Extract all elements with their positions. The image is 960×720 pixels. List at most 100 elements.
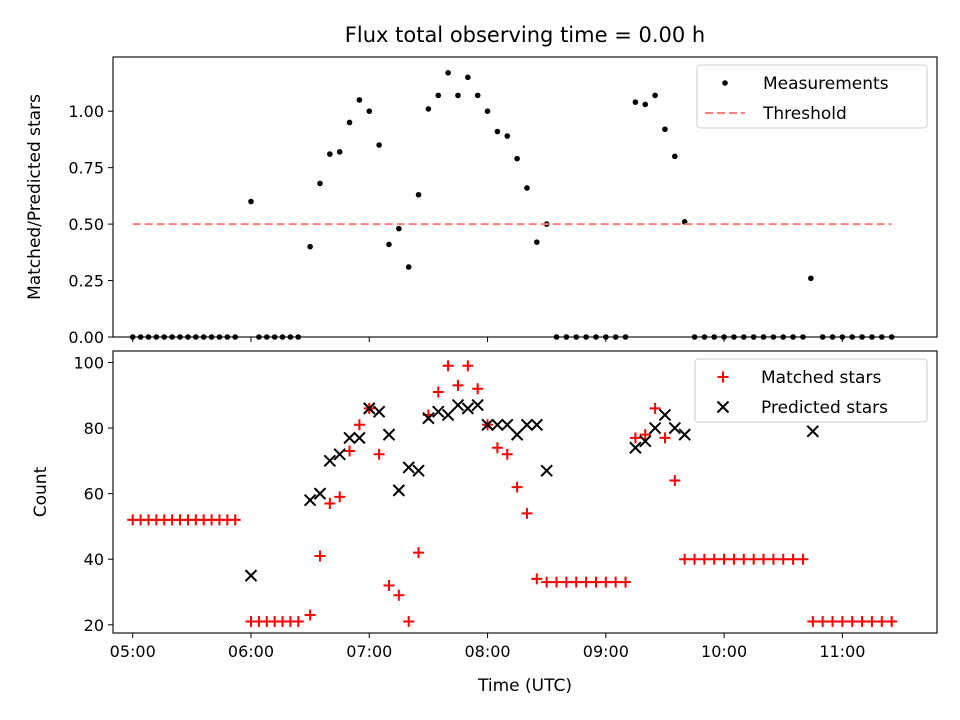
measurement-point — [711, 334, 718, 340]
measurement-point — [153, 334, 160, 340]
measurement-point — [583, 334, 589, 340]
measurement-point — [161, 334, 168, 340]
measurement-point — [256, 334, 262, 340]
measurement-point — [455, 92, 461, 99]
measurement-point — [879, 334, 885, 340]
measurement-point — [563, 334, 570, 340]
measurement-point — [524, 185, 530, 191]
measurement-point — [137, 334, 144, 340]
matched-star-point — [639, 429, 651, 441]
measurement-point — [859, 334, 865, 340]
predicted-star-point — [432, 405, 445, 418]
measurement-point — [435, 92, 442, 99]
matched-star-point — [334, 491, 346, 503]
predicted-star-point — [501, 418, 514, 431]
measurement-point — [750, 334, 757, 340]
matched-star-point — [886, 616, 898, 628]
predicted-star-point — [343, 431, 356, 445]
matched-star-point — [669, 475, 681, 487]
matched-star-point — [846, 616, 858, 628]
matched-star-point — [659, 432, 671, 444]
measurement-point — [445, 70, 451, 76]
legend: Matched stars Predicted stars — [694, 358, 928, 423]
measurement-point — [232, 334, 239, 340]
measurement-point — [808, 275, 814, 282]
x-axis-label: Time (UTC) — [477, 676, 572, 696]
matched-star-point — [373, 448, 385, 460]
measurement-point — [317, 180, 323, 187]
predicted-star-point — [412, 464, 425, 477]
legend: Measurements Threshold — [696, 64, 928, 129]
matched-star-point — [324, 497, 336, 509]
matched-star-point — [866, 616, 878, 628]
measurement-point — [603, 334, 609, 340]
predicted-star-point — [382, 428, 396, 441]
measurement-point — [888, 334, 895, 340]
measurement-point — [770, 334, 777, 340]
measurement-point — [701, 334, 708, 340]
measurement-point — [271, 334, 278, 340]
measurement-point — [800, 334, 806, 340]
matched-star-point — [876, 616, 888, 628]
matched-star-point — [827, 616, 839, 628]
y-tick-label: 20 — [84, 616, 104, 635]
matched-star-point — [610, 576, 622, 588]
matched-star-point — [432, 386, 444, 398]
matched-star-point — [531, 573, 543, 585]
matched-star-point — [718, 553, 730, 565]
predicted-star-point — [372, 405, 386, 418]
matched-star-point — [748, 553, 760, 565]
legend-label: Predicted stars — [761, 398, 888, 418]
matched-star-point — [521, 507, 533, 519]
y-tick-label: 0.00 — [68, 328, 104, 347]
matched-star-point — [570, 576, 582, 588]
measurement-point — [415, 191, 422, 198]
measurement-point — [612, 334, 619, 340]
measurement-point — [376, 142, 382, 148]
matched-star-point — [787, 553, 799, 565]
predicted-star-point — [678, 428, 691, 441]
measurement-point — [819, 334, 826, 340]
measurement-point — [829, 334, 836, 340]
predicted-star-point — [461, 402, 475, 415]
predicted-star-point — [668, 421, 682, 435]
plot-frame — [112, 350, 938, 634]
measurement-point — [780, 334, 787, 340]
measurement-point — [169, 334, 175, 340]
predicted-star-point — [323, 454, 337, 468]
measurement-point — [396, 225, 402, 232]
matched-star-point — [314, 550, 326, 562]
measurement-point — [405, 264, 412, 270]
measurement-point — [731, 334, 737, 340]
measurement-point — [632, 99, 639, 105]
measurement-point — [642, 101, 649, 108]
y-tick-label: 100 — [73, 353, 104, 372]
matched-star-point — [698, 553, 710, 565]
measurement-point — [216, 334, 223, 340]
predicted-star-point — [402, 461, 415, 474]
matched-star-point — [304, 609, 316, 621]
matched-star-point — [472, 383, 484, 395]
legend-matched-swatch — [717, 371, 729, 383]
measurement-point — [192, 334, 199, 340]
measurement-point — [839, 334, 846, 340]
measurement-point — [504, 133, 511, 139]
x-tick-label: 06:00 — [228, 642, 274, 661]
predicted-star-point — [530, 418, 544, 431]
measurement-point — [760, 334, 767, 340]
predicted-star-point — [313, 487, 327, 500]
measurement-point — [336, 149, 343, 155]
matched-star-point — [403, 616, 415, 628]
measurement-point — [295, 334, 302, 340]
predicted-star-point — [441, 408, 455, 422]
y-tick-label: 0.50 — [68, 215, 104, 234]
matched-star-point — [777, 553, 789, 565]
predicted-star-point — [639, 434, 652, 448]
legend-predicted-swatch — [716, 400, 730, 414]
measurement-point — [514, 155, 520, 162]
measurement-point — [741, 334, 747, 340]
measurement-point — [534, 239, 540, 245]
measurement-point — [790, 334, 796, 340]
matched-star-point — [551, 576, 563, 588]
